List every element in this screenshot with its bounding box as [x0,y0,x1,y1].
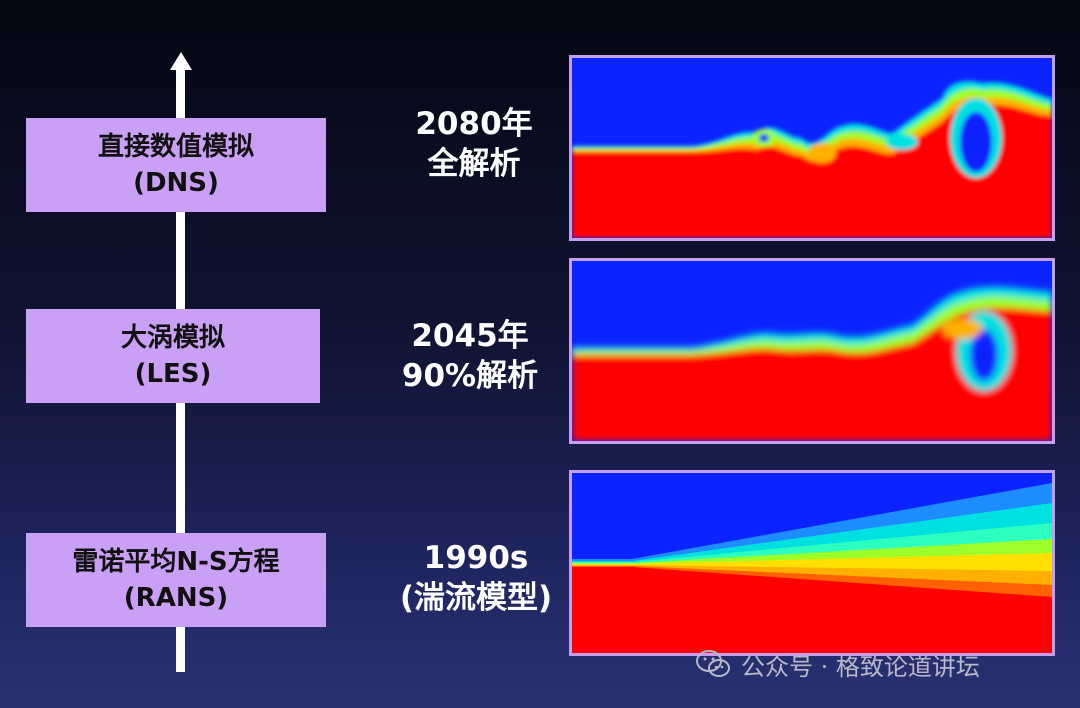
les-name: 大涡模拟 [120,323,225,353]
les-resolution: 90%解析 [401,358,539,394]
les-simulation-image [569,258,1055,444]
dns-year: 2080年 [415,106,533,142]
watermark: 公众号 · 格致论道讲坛 [695,645,980,683]
rans-name: 雷诺平均N-S方程 [72,547,280,577]
dns-resolution: 全解析 [427,146,521,182]
rans-abbr: (RANS) [123,583,229,613]
watermark-text: 公众号 · 格致论道讲坛 [741,652,980,681]
rans-resolution: (湍流模型) [399,580,553,616]
les-abbr: (LES) [134,359,212,389]
wechat-icon [696,650,730,677]
axis-arrow-head [170,52,192,70]
les-year-label: 2045年 90%解析 [370,316,570,396]
dns-year-label: 2080年 全解析 [374,104,574,184]
les-year: 2045年 [411,318,529,354]
dns-name: 直接数值模拟 [97,132,254,162]
rans-year: 1990s [423,540,529,576]
rans-simulation-image [569,470,1055,656]
dns-abbr: (DNS) [133,168,219,198]
dns-simulation-image [569,55,1055,241]
les-box: 大涡模拟 (LES) [26,309,320,403]
rans-box: 雷诺平均N-S方程 (RANS) [26,533,326,627]
dns-box: 直接数值模拟 (DNS) [26,118,326,212]
rans-year-label: 1990s (湍流模型) [376,538,576,618]
